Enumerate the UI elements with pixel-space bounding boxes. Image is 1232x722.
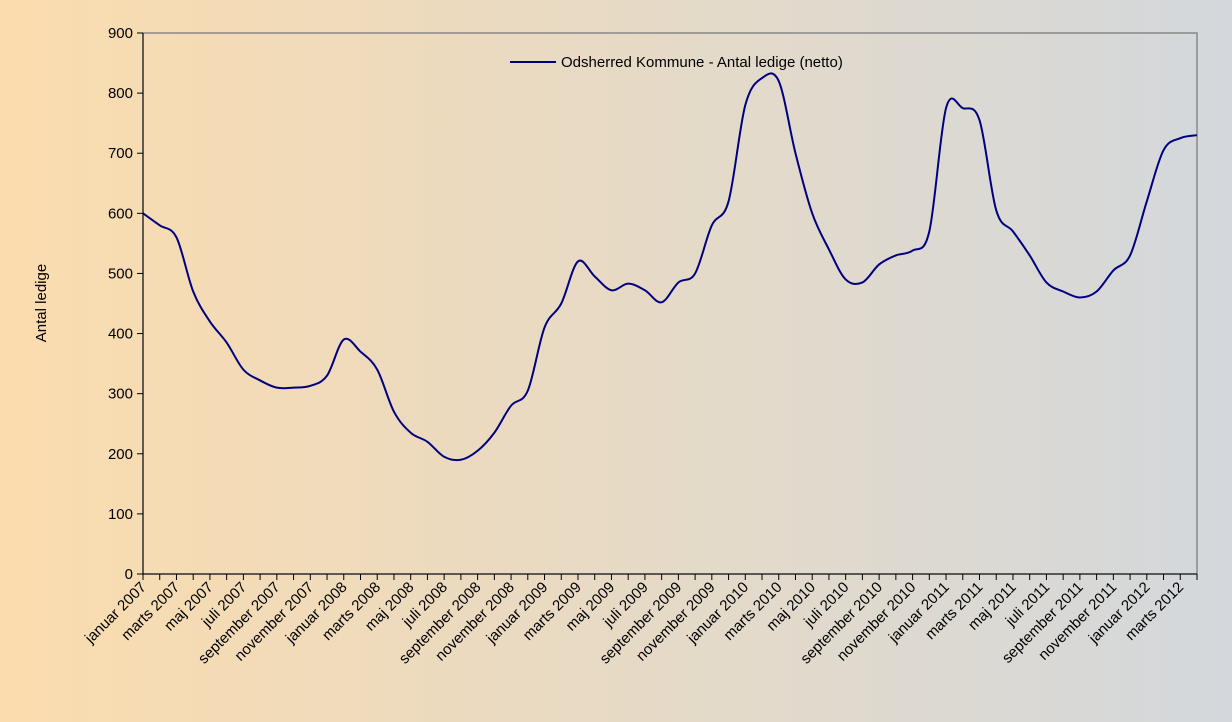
y-tick-label: 300 (108, 386, 133, 403)
y-tick-label: 0 (125, 566, 133, 583)
y-tick-label: 500 (108, 265, 133, 282)
y-tick-label: 900 (108, 25, 133, 42)
legend-label: Odsherred Kommune - Antal ledige (netto) (561, 54, 843, 71)
y-tick-label: 100 (108, 506, 133, 523)
y-tick-label: 200 (108, 446, 133, 463)
y-tick-label: 800 (108, 85, 133, 102)
y-tick-label: 600 (108, 205, 133, 222)
y-tick-label: 400 (108, 326, 133, 343)
y-axis-title: Antal ledige (33, 264, 50, 342)
y-tick-label: 700 (108, 145, 133, 162)
data-line (142, 72, 1198, 462)
